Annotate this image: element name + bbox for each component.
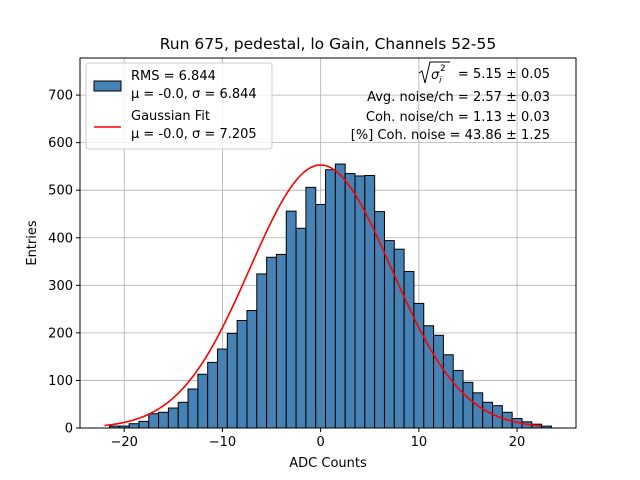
histogram-bar <box>354 175 366 429</box>
histogram-bar <box>315 203 327 429</box>
histogram-bar <box>334 163 346 429</box>
y-tick-label: 0 <box>65 422 73 437</box>
histogram-bar <box>295 227 307 429</box>
histogram-bar <box>433 334 444 429</box>
x-tick-label: −10 <box>209 435 236 450</box>
legend-label-rms: RMS = 6.844 <box>131 69 216 84</box>
histogram-bar <box>246 310 258 429</box>
histogram-bar <box>158 411 169 429</box>
y-tick-label: 700 <box>48 89 73 104</box>
histogram-bars <box>108 163 552 429</box>
y-tick-label: 200 <box>48 326 73 341</box>
x-tick-label: 10 <box>411 435 428 450</box>
histogram-bar <box>344 173 356 429</box>
legend: RMS = 6.844 μ = -0.0, σ = 6.844 Gaussian… <box>85 62 273 150</box>
y-tick-label: 400 <box>48 231 73 246</box>
avg-noise-annotation: Avg. noise/ch = 2.57 ± 0.03 <box>367 90 550 105</box>
histogram-bar <box>217 348 228 429</box>
histogram-bar <box>266 256 277 429</box>
legend-label-gaussian-params: μ = -0.0, σ = 7.205 <box>131 127 257 142</box>
legend-box <box>85 62 273 150</box>
histogram-bar <box>442 354 454 429</box>
histogram-bar <box>207 361 219 429</box>
x-tick-label: −20 <box>110 435 137 450</box>
noise-annotations: σ i 2 = 5.15 ± 0.05 Avg. noise/ch = 2.57… <box>351 61 550 143</box>
svg-text:i: i <box>439 76 442 86</box>
histogram-bar <box>275 253 287 429</box>
x-axis-ticks: −20 −10 0 10 20 <box>110 428 525 450</box>
histogram-bar <box>236 320 248 429</box>
svg-text:σ: σ <box>431 68 440 83</box>
y-tick-label: 300 <box>48 279 73 294</box>
sigma-value-annotation: = 5.15 ± 0.05 <box>458 67 550 82</box>
x-tick-label: 0 <box>316 435 324 450</box>
histogram-bar <box>128 423 140 429</box>
sqrt-sigma-symbol: σ i 2 <box>418 61 450 86</box>
histogram-bar <box>197 373 209 429</box>
histogram-bar <box>472 392 484 429</box>
histogram-bar <box>285 210 297 429</box>
histogram-bar <box>383 240 395 429</box>
x-tick-label: 20 <box>509 435 526 450</box>
legend-label-gaussian-fit: Gaussian Fit <box>131 109 210 124</box>
histogram-bar <box>305 186 317 429</box>
y-axis-ticks: 0 100 200 300 400 500 600 700 <box>48 89 80 437</box>
histogram-bar <box>393 248 405 429</box>
axes-frame <box>79 57 577 429</box>
coh-noise-annotation: Coh. noise/ch = 1.13 ± 0.03 <box>366 110 550 125</box>
histogram-bar <box>187 388 199 429</box>
histogram-bar <box>403 271 415 429</box>
histogram-bar <box>482 401 494 429</box>
svg-text:2: 2 <box>440 64 446 74</box>
y-tick-label: 100 <box>48 374 73 389</box>
histogram-bar <box>256 273 268 429</box>
histogram-bar <box>138 420 150 429</box>
histogram-bar <box>374 211 385 429</box>
y-tick-label: 500 <box>48 184 73 199</box>
pct-coh-noise-annotation: [%] Coh. noise = 43.86 ± 1.25 <box>351 128 550 143</box>
chart-title: Run 675, pedestal, lo Gain, Channels 52-… <box>160 35 497 53</box>
legend-label-rms-params: μ = -0.0, σ = 6.844 <box>131 87 257 102</box>
legend-patch-histogram <box>93 80 122 92</box>
histogram-bar <box>167 407 179 429</box>
histogram-bar <box>226 332 238 429</box>
gaussian-fit-curve <box>104 164 542 427</box>
x-axis-label: ADC Counts <box>289 456 367 471</box>
histogram-bar <box>452 369 464 429</box>
histogram-bar <box>148 413 160 429</box>
histogram-bar <box>325 169 336 429</box>
y-axis-label: Entries <box>25 220 40 266</box>
histogram-bar <box>462 381 474 429</box>
histogram-bar <box>177 401 189 429</box>
y-tick-label: 600 <box>48 136 73 151</box>
